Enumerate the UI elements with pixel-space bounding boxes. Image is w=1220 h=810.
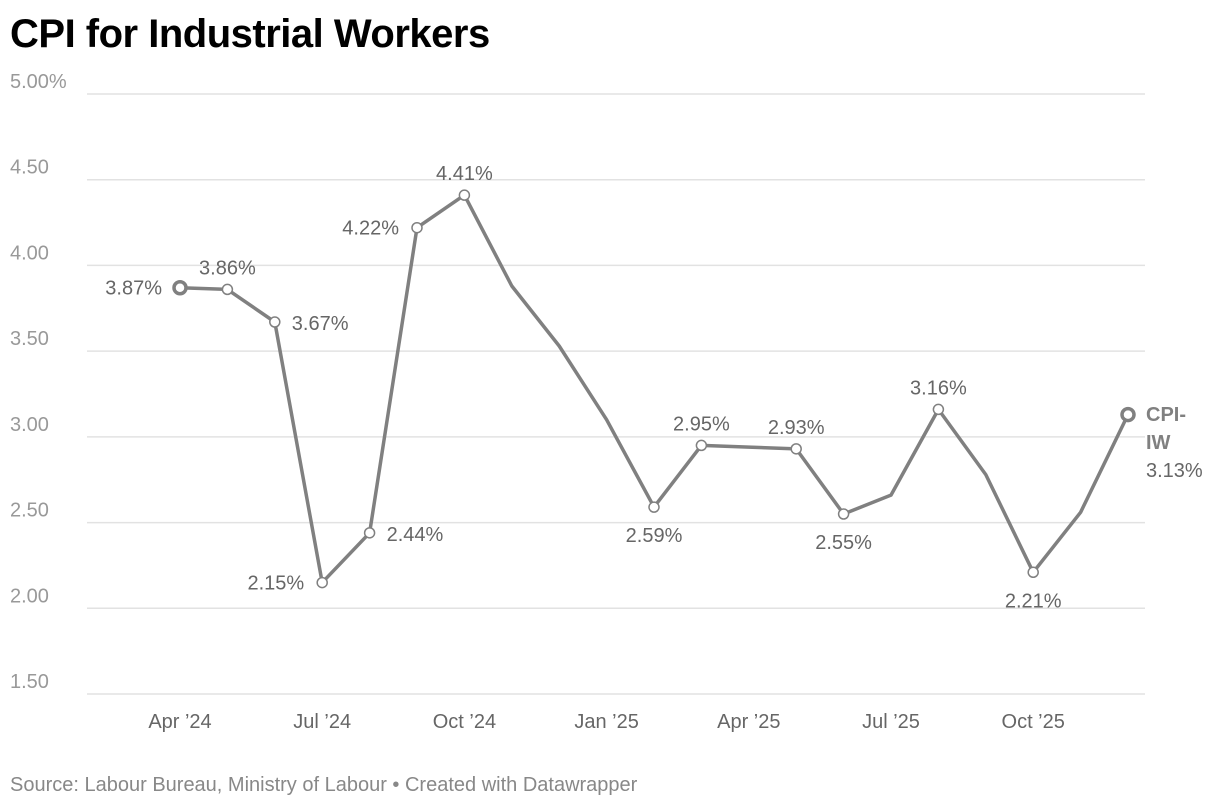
data-point-marker [695,439,708,452]
data-label: 3.16% [910,377,967,399]
y-tick-label: 3.50 [10,328,49,350]
data-label: 2.21% [1005,590,1062,612]
x-tick-label: Apr ’25 [717,711,780,733]
data-point-marker [316,576,328,589]
data-label: 2.44% [387,524,444,546]
data-point-marker [411,221,423,234]
data-label: 3.67% [292,313,349,335]
data-point-marker [269,316,281,328]
data-label: 4.22% [342,218,399,240]
y-tick-label: 2.50 [10,500,49,522]
y-tick-label: 1.50 [10,671,49,693]
data-point-marker [363,527,376,539]
end-point-marker [1120,406,1136,423]
start-point-marker [172,279,188,296]
data-label: 2.15% [247,573,304,595]
series-name-label-line1: CPI- [1146,404,1186,426]
x-tick-label: Jul ’24 [293,711,351,733]
data-point-marker [648,501,660,513]
data-label: 2.93% [768,417,825,439]
y-tick-label: 4.50 [10,157,49,179]
data-label: 2.59% [626,525,683,547]
x-tick-label: Oct ’25 [1002,711,1065,733]
x-tick-label: Jan ’25 [574,711,639,733]
data-label: 2.95% [673,413,730,435]
y-tick-label: 5.00% [10,71,67,93]
x-tick-label: Jul ’25 [862,711,920,733]
data-point-marker [932,403,945,416]
series-name-label-line2: IW [1146,432,1171,454]
data-point-marker [837,508,850,520]
data-point-marker [221,283,234,296]
y-tick-label: 4.00 [10,242,49,264]
source-footer: Source: Labour Bureau, Ministry of Labou… [10,774,638,796]
data-label: 3.86% [199,257,256,279]
x-tick-label: Oct ’24 [433,711,496,733]
data-label: 4.41% [436,163,493,185]
data-point-marker [458,189,471,201]
series-value-label: 3.13% [1146,460,1203,482]
y-tick-label: 3.00 [10,414,49,436]
data-point-marker [790,443,802,455]
y-tick-label: 2.00 [10,585,49,607]
data-label: 2.55% [815,532,872,554]
data-label: 3.87% [105,278,162,300]
chart-title: CPI for Industrial Workers [10,12,490,56]
data-point-marker [1027,566,1039,579]
x-tick-label: Apr ’24 [148,711,211,733]
